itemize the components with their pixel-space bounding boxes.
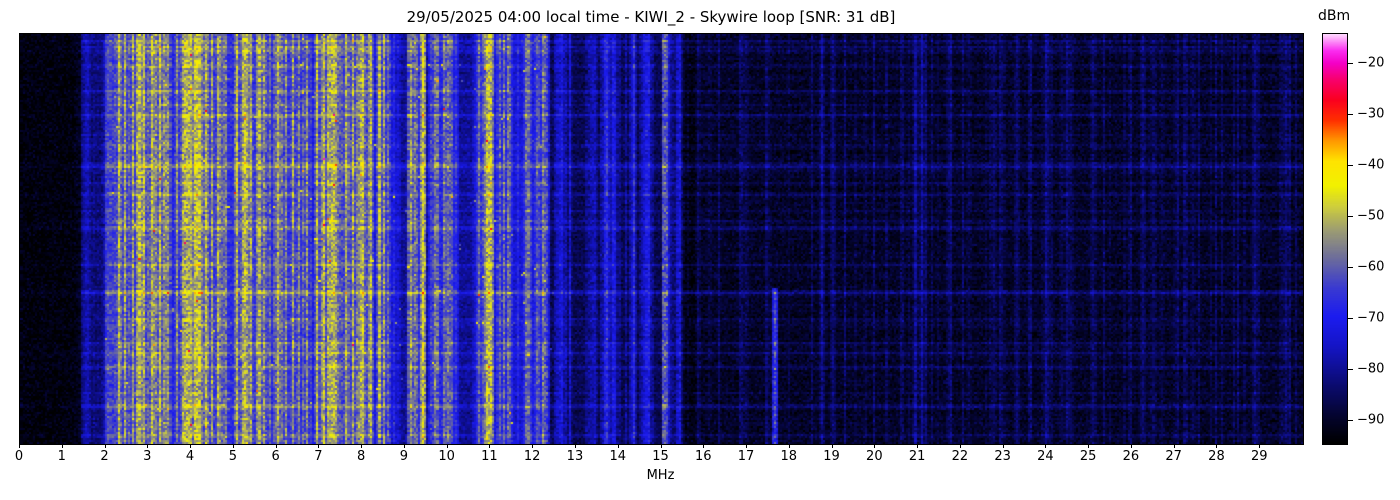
x-axis-tick-label: 17 xyxy=(737,449,755,464)
x-axis-tick-label: 24 xyxy=(1037,449,1054,464)
x-axis-tick-label: 0 xyxy=(14,449,24,464)
colorbar-tick xyxy=(1348,216,1353,218)
colorbar[interactable] xyxy=(1322,33,1348,445)
x-axis-tick-label: 29 xyxy=(1250,449,1268,464)
x-axis-tick xyxy=(831,444,833,448)
colorbar-tick xyxy=(1348,267,1353,269)
x-axis-tick-label: 19 xyxy=(823,449,840,464)
colorbar-tick xyxy=(1348,165,1353,167)
colorbar-tick-label: −70 xyxy=(1357,310,1385,326)
x-axis-tick xyxy=(1259,444,1261,448)
page-title: 29/05/2025 04:00 local time - KIWI_2 - S… xyxy=(406,8,896,26)
x-axis-tick xyxy=(874,444,876,448)
x-axis-tick xyxy=(1173,444,1175,448)
x-axis-tick xyxy=(318,444,320,448)
x-axis-tick xyxy=(232,444,234,448)
x-axis-tick-label: 22 xyxy=(951,449,969,464)
x-axis-tick xyxy=(1088,444,1090,448)
colorbar-tick-label: −60 xyxy=(1357,259,1385,275)
x-axis-tick-label: 14 xyxy=(609,449,626,464)
x-axis-tick-label: 16 xyxy=(694,449,712,464)
colorbar-tick xyxy=(1348,114,1353,116)
x-axis-tick xyxy=(1002,444,1004,448)
x-axis-tick xyxy=(617,444,619,448)
x-axis-tick xyxy=(275,444,277,448)
x-axis-tick xyxy=(61,444,63,448)
x-axis-tick-label: 27 xyxy=(1165,449,1182,464)
x-axis-tick xyxy=(19,444,20,448)
colorbar-tick-label: −20 xyxy=(1357,55,1385,71)
x-axis-tick xyxy=(1216,444,1218,448)
x-axis-tick-label: 1 xyxy=(57,449,66,464)
x-axis-tick xyxy=(788,444,790,448)
x-axis-tick-label: 3 xyxy=(143,449,152,464)
x-axis-tick-label: 5 xyxy=(228,449,237,464)
spectrogram-image[interactable] xyxy=(20,34,1303,444)
x-axis-tick-label: 25 xyxy=(1079,449,1097,464)
x-axis-tick-label: 2 xyxy=(100,449,109,464)
x-axis-tick-label: 6 xyxy=(271,449,280,464)
x-axis-tick-label: 12 xyxy=(523,449,541,464)
x-axis-tick-label: 23 xyxy=(994,449,1011,464)
x-axis-tick xyxy=(361,444,363,448)
x-axis-tick-label: 8 xyxy=(356,449,366,464)
x-axis-tick-label: 28 xyxy=(1208,449,1225,464)
colorbar-tick-label: −30 xyxy=(1357,106,1385,122)
x-axis-tick xyxy=(190,444,192,448)
x-axis-tick xyxy=(489,444,491,448)
x-axis-tick xyxy=(446,444,448,448)
colorbar-ticks: −20 −30 −40 −50 −60 −70 −80 −90 xyxy=(1348,33,1400,443)
colorbar-unit-label: dBm xyxy=(1318,8,1351,24)
x-axis-tick-label: 11 xyxy=(481,449,498,464)
x-axis-tick xyxy=(1045,444,1047,448)
x-axis-tick xyxy=(917,444,919,448)
x-axis-tick xyxy=(532,444,534,448)
x-axis-tick-label: 18 xyxy=(780,449,798,464)
x-axis-tick xyxy=(1130,444,1132,448)
x-axis-tick-label: 9 xyxy=(399,449,409,464)
x-axis-tick-label: 21 xyxy=(908,449,926,464)
x-axis-tick xyxy=(574,444,576,448)
colorbar-tick xyxy=(1348,420,1353,422)
colorbar-tick xyxy=(1348,369,1353,371)
colorbar-tick-label: −80 xyxy=(1357,361,1385,377)
colorbar-tick-label: −50 xyxy=(1357,208,1385,224)
x-axis-label: MHz xyxy=(646,468,675,483)
colorbar-tick xyxy=(1348,63,1353,65)
x-axis-tick-label: 7 xyxy=(314,449,323,464)
x-axis-tick-label: 10 xyxy=(438,449,455,464)
x-axis-tick-label: 26 xyxy=(1122,449,1140,464)
colorbar-gradient xyxy=(1323,34,1347,444)
x-axis-tick-label: 20 xyxy=(866,449,883,464)
x-axis-tick-label: 4 xyxy=(185,449,195,464)
x-axis-tick-label: 15 xyxy=(652,449,669,464)
x-axis-tick xyxy=(147,444,149,448)
spectrogram-axes[interactable] xyxy=(19,33,1304,445)
x-axis: 0 1 2 3 4 5 6 7 8 9 10 11 12 13 14 15 16 17 18 19 20 21 22 23 24… xyxy=(15,444,1302,474)
x-axis-tick-label: 13 xyxy=(566,449,584,464)
colorbar-tick-label: −40 xyxy=(1357,157,1385,173)
colorbar-tick-label: −90 xyxy=(1357,412,1385,428)
x-axis-tick xyxy=(703,444,705,448)
x-axis-tick xyxy=(104,444,106,448)
colorbar-tick xyxy=(1348,318,1353,320)
x-axis-tick xyxy=(959,444,961,448)
x-axis-tick xyxy=(403,444,405,448)
x-axis-tick xyxy=(746,444,748,448)
x-axis-tick xyxy=(660,444,662,448)
